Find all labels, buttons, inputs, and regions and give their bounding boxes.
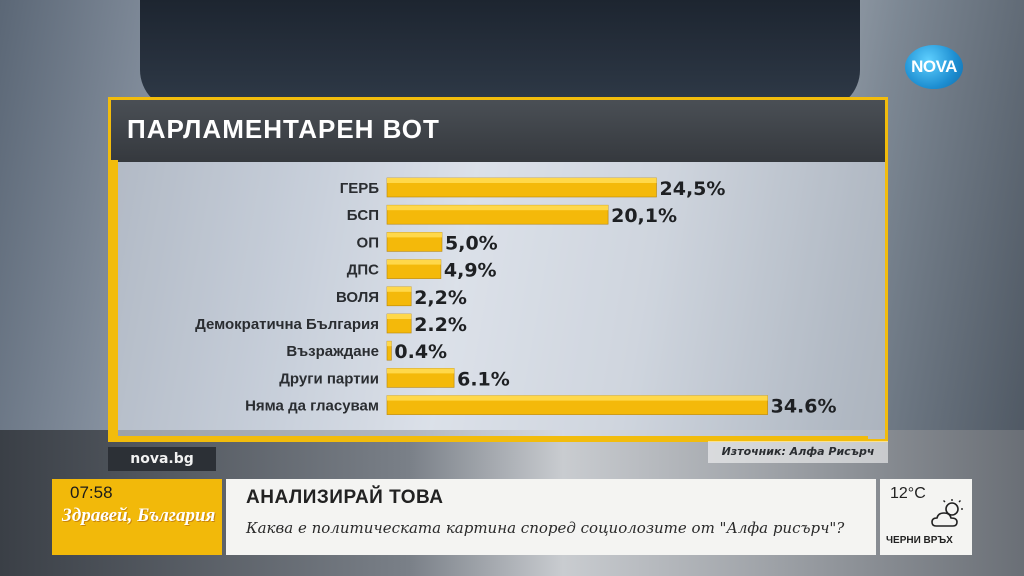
show-logo: Здравей, България (62, 505, 216, 526)
ticker-main: АНАЛИЗИРАЙ ТОВА Каква е политическата ка… (226, 479, 876, 555)
category-label: ВОЛЯ (336, 289, 379, 306)
bar-highlight (387, 395, 768, 401)
ticker-show-block: 07:58 Здравей, България (52, 479, 222, 555)
bar-highlight (387, 205, 609, 211)
bar-highlight (387, 178, 657, 183)
partly-cloudy-icon (931, 499, 963, 527)
site-label: nova.bg (108, 447, 216, 471)
value-label: 2,2% (414, 287, 467, 309)
bar-highlight (387, 341, 392, 347)
nova-logo: NOVA (905, 45, 963, 89)
value-label: 4,9% (444, 260, 497, 282)
panel-accent-left (108, 160, 118, 442)
value-label: 24,5% (660, 178, 726, 200)
background-figure (140, 0, 860, 110)
weather-block: 12°C ЧЕРНИ ВРЪХ (880, 479, 972, 555)
bar-highlight (387, 286, 412, 292)
ticker-subtitle: Каква е политическата картина според соц… (246, 519, 845, 537)
category-label: Няма да гласувам (245, 398, 379, 415)
category-label: Демократична България (195, 316, 379, 333)
ticker-headline: АНАЛИЗИРАЙ ТОВА (246, 487, 444, 508)
clock: 07:58 (70, 483, 113, 502)
category-label: ДПС (347, 262, 379, 279)
chart-title: ПАРЛАМЕНТАРЕН ВОТ (127, 114, 440, 144)
category-label: БСП (347, 207, 379, 224)
category-label: ГЕРБ (340, 180, 380, 197)
category-label: Възраждане (286, 343, 379, 360)
bar-highlight (387, 232, 442, 238)
news-ticker: 07:58 Здравей, България АНАЛИЗИРАЙ ТОВА … (52, 479, 972, 555)
weather-location: ЧЕРНИ ВРЪХ (886, 535, 953, 546)
value-label: 0.4% (394, 341, 447, 363)
bar-highlight (387, 259, 441, 265)
panel-header: ПАРЛАМЕНТАРЕН ВОТ (111, 100, 885, 162)
value-label: 5,0% (445, 232, 498, 254)
value-label: 2.2% (414, 314, 467, 336)
bar-highlight (387, 368, 455, 374)
value-label: 20,1% (611, 205, 677, 227)
category-label: Други партии (279, 370, 379, 387)
category-label: ОП (357, 234, 379, 251)
temperature: 12°C (890, 485, 926, 502)
bar-highlight (387, 314, 412, 319)
value-label: 34.6% (771, 396, 837, 418)
value-label: 6.1% (457, 368, 510, 390)
panel-accent-bottom (108, 436, 868, 442)
chart-panel: ПАРЛАМЕНТАРЕН ВОТ (108, 97, 888, 442)
source-label: Източник: Алфа Рисърч (708, 441, 888, 463)
